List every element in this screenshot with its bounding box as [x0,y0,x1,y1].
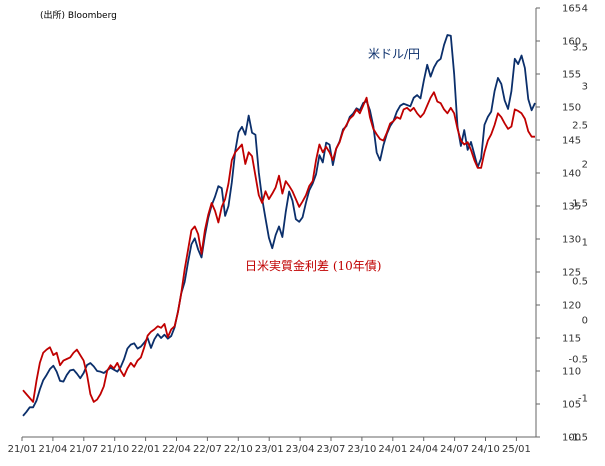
x-tick-label: 24/01 [378,444,407,455]
x-tick-label: 24/07 [440,444,469,455]
x-tick-label: 23/10 [347,444,376,455]
right-tick-label: 0.5 [572,277,588,288]
right-tick-label: 3.5 [572,43,588,54]
left-axis: 100 105 110 115 120 125 130 135 140 145 150 155 160 1… [536,4,581,444]
x-tick-label: 21/07 [69,444,98,455]
x-tick-label: 21/04 [38,444,67,455]
x-tick-label: 21/01 [8,444,37,455]
x-tick-label: 25/01 [502,444,531,455]
right-tick-label: -1.5 [568,433,588,444]
annotation-rate-diff: 日米実質金利差 (10年債) [245,258,381,273]
right-tick-label: -0.5 [568,355,588,366]
x-tick-label: 23/04 [286,444,315,455]
x-tick-label: 22/04 [162,444,191,455]
left-tick-label: 150 [562,103,581,114]
x-tick-label: 22/10 [224,444,253,455]
rate-diff-line [22,91,535,403]
left-tick-label: 110 [562,367,581,378]
usd-jpy-line [22,34,536,417]
x-tick-label: 22/07 [193,444,222,455]
right-tick-label: 2.5 [572,121,588,132]
left-tick-label: 155 [562,70,581,81]
left-tick-label: 100 [562,433,581,444]
right-tick-label: 4 [582,4,588,15]
right-tick-label: 1 [582,238,588,249]
left-tick-label: 115 [562,334,581,345]
right-tick-label: -1 [578,394,588,405]
left-tick-label: 105 [562,400,581,411]
right-tick-label: 3 [582,82,588,93]
left-tick-label: 120 [562,301,581,312]
left-tick-label: 140 [562,169,581,180]
left-tick-label: 160 [562,37,581,48]
x-tick-label: 23/07 [317,444,346,455]
right-tick-label: 1.5 [572,199,588,210]
x-tick-label: 22/01 [131,444,160,455]
left-tick-label: 125 [562,268,581,279]
x-tick-label: 21/10 [100,444,129,455]
x-axis: 21/01 21/04 21/07 21/10 22/01 22/04 22/07 22/10… [8,437,531,455]
x-tick-label: 24/04 [409,444,438,455]
x-tick-label: 24/10 [471,444,500,455]
left-tick-label: 165 [562,4,581,15]
source-note: (出所) Bloomberg [40,9,117,21]
right-axis: -1.5 -1 -0.5 0 0.5 1 1.5 2 2.5 3 3.5 4 [568,4,588,444]
right-tick-label: 0 [582,316,588,327]
annotation-usd-jpy: 米ドル/円 [368,47,420,61]
x-tick-label: 23/01 [255,444,284,455]
series-layer [22,34,536,417]
left-tick-label: 145 [562,136,581,147]
left-tick-label: 130 [562,235,581,246]
right-tick-label: 2 [582,160,588,171]
left-tick-label: 135 [562,202,581,213]
plot-frame [22,8,537,438]
